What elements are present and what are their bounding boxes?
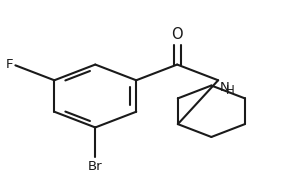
Text: N: N [219,81,229,94]
Text: Br: Br [88,160,103,173]
Text: O: O [171,27,183,42]
Text: F: F [6,58,13,71]
Text: H: H [226,84,235,97]
